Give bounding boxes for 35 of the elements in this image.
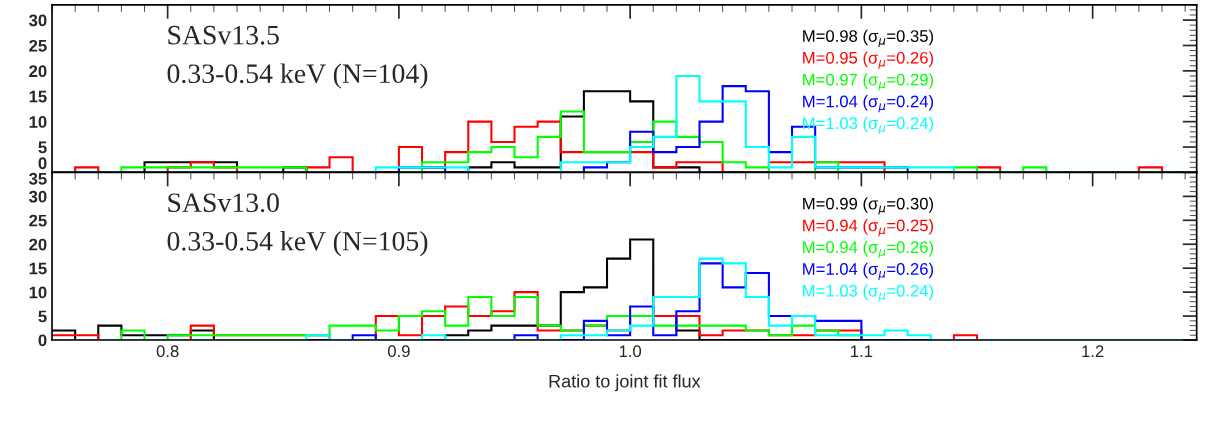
y-tick-label: 5 <box>38 141 47 154</box>
text: 0.33-0.54 keV (N=104) <box>167 63 428 89</box>
text: M=0.94 (σ$_{μ}$=0.25) <box>803 219 934 237</box>
y-tick-label: 15 <box>29 90 47 103</box>
series-label: M=1.03 (σ$_{μ}$=0.24) <box>803 284 934 302</box>
text: M=0.97 (σ$_{μ}$=0.29) <box>803 73 934 91</box>
text: M=0.99 (σ$_{μ}$=0.30) <box>803 197 934 215</box>
y-tick-label: 30 <box>29 14 47 27</box>
y-tick-label: 5 <box>38 310 47 323</box>
series-label: M=1.04 (σ$_{μ}$=0.24) <box>803 95 934 113</box>
x-tick-label: 0.9 <box>387 345 410 358</box>
x-tick-label: 0.8 <box>156 345 179 358</box>
series-label: M=1.03 (σ$_{μ}$=0.24) <box>803 116 934 135</box>
y-tick-label: 15 <box>29 262 47 275</box>
y-tick-label: 10 <box>29 116 47 128</box>
text: 0.33-0.54 keV (N=105) <box>167 231 428 257</box>
y-tick-label: 20 <box>29 65 47 78</box>
x-tick-label: 1.1 <box>851 345 873 357</box>
y-tick-label: 0 <box>38 157 47 170</box>
y-tick-label: 20 <box>29 238 47 251</box>
x-tick-label: 1.2 <box>1082 345 1104 357</box>
y-tick-label: 10 <box>29 286 47 299</box>
text: M=0.95 (σ$_{μ}$=0.26) <box>803 51 934 69</box>
x-tick-label: 1.0 <box>619 345 642 358</box>
y-tick-label: 35 <box>29 172 47 185</box>
text: M=0.98 (σ$_{μ}$=0.35) <box>803 29 934 47</box>
y-tick-label: 25 <box>29 214 47 227</box>
text: M=0.94 (σ$_{μ}$=0.26) <box>803 240 934 259</box>
x-axis-title: Ratio to joint fit flux <box>549 374 701 392</box>
text: M=1.04 (σ$_{μ}$=0.26) <box>803 262 934 280</box>
chart-title: SASv13.0 <box>168 193 279 213</box>
y-tick-label: 25 <box>29 39 47 52</box>
y-tick-label: 30 <box>29 190 47 203</box>
chart-title: SASv13.5 <box>168 25 279 45</box>
y-tick-label: 0 <box>38 334 47 347</box>
